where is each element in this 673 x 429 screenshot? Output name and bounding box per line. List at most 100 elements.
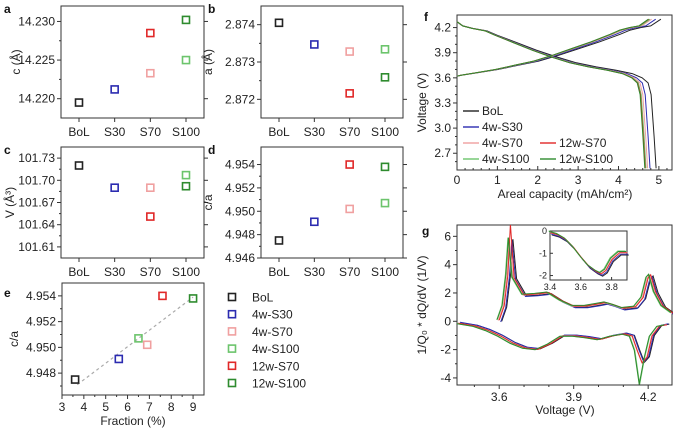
panel-b: b BoL S30 S70 S100 2.872 2.873 2.874 a (Å) xyxy=(200,2,407,139)
legend-marker xyxy=(227,361,237,371)
legend-label: 12w-S70 xyxy=(252,359,300,373)
x-tick-label: 3.9 xyxy=(565,390,582,404)
x-tick-label: 5 xyxy=(656,173,663,187)
legend-entry: BoL xyxy=(227,291,274,305)
panel-g: g 3.6 3.9 4.2 -4 -2 0 2 4 6 Voltage (V) 1/Q₀ * dQ/d… xyxy=(415,224,673,417)
panel-d: d BoL S30 S70 S100 4.946 4.948 4.950 4.952 4.954 c… xyxy=(201,143,407,279)
x-tick-label: S100 xyxy=(371,125,399,139)
y-tick-label: 4.952 xyxy=(26,315,56,329)
y-tick-label: 14.230 xyxy=(18,14,55,28)
inset-y-tick-label: -2 xyxy=(539,271,547,281)
plot-frame xyxy=(260,146,404,259)
data-point-4w-s30 xyxy=(310,217,319,227)
charge-curve-12w-s70 xyxy=(456,18,650,77)
x-tick-label: BoL xyxy=(268,265,290,279)
x-tick-label: S70 xyxy=(140,125,162,139)
x-tick-label: S30 xyxy=(104,265,126,279)
panel-label: a xyxy=(4,2,11,16)
panel-a: a BoL S30 S70 S100 14.220 14.225 14.230 c (Å) xyxy=(4,2,208,139)
x-tick-label: 5 xyxy=(102,400,109,414)
y-tick-label: 101.70 xyxy=(18,173,55,187)
y-tick-label: 2.872 xyxy=(225,92,255,106)
y-tick-label: 101.67 xyxy=(18,196,55,210)
x-tick-label: 0 xyxy=(454,173,461,187)
y-tick-label: 101.61 xyxy=(18,240,55,254)
panel-label: e xyxy=(4,286,11,300)
x-tick-label: 6 xyxy=(124,400,131,414)
legend-label: BoL xyxy=(482,104,504,118)
y-tick-label: 101.64 xyxy=(18,218,55,232)
charge-curve-4w-s30 xyxy=(456,18,656,77)
data-point-bol xyxy=(74,98,84,107)
x-axis-title: Voltage (V) xyxy=(535,403,594,417)
x-tick-label: S30 xyxy=(304,125,326,139)
inset: 3.4 3.6 3.8 0 -1 -2 xyxy=(539,226,629,292)
legend-entry: 4w-S70 xyxy=(463,136,523,150)
y-tick-label: 14.220 xyxy=(18,92,55,106)
inset-curve-4w-s30 xyxy=(551,233,629,276)
dqdv-discharge-12w-s70 xyxy=(458,322,668,364)
y-tick-label: 4.2 xyxy=(434,21,451,35)
x-tick-label: S30 xyxy=(304,265,326,279)
data-point-12w-s100 xyxy=(188,294,198,303)
data-point-bol xyxy=(274,236,284,245)
dqdv-discharge-bol xyxy=(460,322,670,364)
legend-label: 4w-S30 xyxy=(252,308,293,322)
x-tick-label: S100 xyxy=(371,265,399,279)
data-point-12w-s100 xyxy=(380,73,390,82)
legend-label: 12w-S70 xyxy=(559,136,607,150)
x-tick-label: BoL xyxy=(268,125,290,139)
dqdv-discharge-4w-s30 xyxy=(459,321,669,363)
x-tick-label: 8 xyxy=(168,400,175,414)
data-point-4w-s30 xyxy=(110,85,119,94)
panel-label: c xyxy=(4,143,11,157)
legend-label: BoL xyxy=(252,291,274,305)
x-tick-label: 7 xyxy=(146,400,153,414)
data-point-bol xyxy=(274,18,284,28)
x-tick-label: 4 xyxy=(615,173,622,187)
y-tick-label: -4 xyxy=(440,371,451,385)
x-tick-label: 2 xyxy=(534,173,541,187)
y-axis-title: c/a xyxy=(7,331,21,347)
y-tick-label: -2 xyxy=(440,343,451,357)
x-tick-label: S100 xyxy=(172,265,200,279)
x-tick-label: 3 xyxy=(59,400,66,414)
panel-label: d xyxy=(208,143,215,157)
curves xyxy=(457,225,673,385)
data-point-12w-s70 xyxy=(345,89,354,98)
legend-entry: 12w-S70 xyxy=(540,136,607,150)
data-point-4w-s100 xyxy=(380,45,390,54)
y-tick-label: 2 xyxy=(444,286,451,300)
data-point-4w-s30 xyxy=(310,40,319,49)
panel-f: f 0 1 2 3 4 5 2.7 3.0 3.3 3.6 3.9 4.2 Areal capacity … xyxy=(415,10,673,201)
data-point-12w-s100 xyxy=(181,15,191,25)
legend-entry: 4w-S70 xyxy=(227,325,293,339)
legend-marker xyxy=(227,309,237,319)
x-tick-label: 1 xyxy=(494,173,501,187)
legend-entry: 12w-S70 xyxy=(227,359,300,373)
legend-label: 4w-S70 xyxy=(482,136,523,150)
data-point-4w-s70 xyxy=(345,204,354,214)
inset-curve-12w-s100 xyxy=(548,230,627,274)
data-point-bol xyxy=(74,161,84,170)
legend-label: 12w-S100 xyxy=(559,152,613,166)
legend-label: 12w-S100 xyxy=(252,377,306,391)
data-point-12w-s70 xyxy=(146,212,155,221)
panel-e: e 3 4 5 6 7 8 9 4.948 4.950 4.952 4.954 Fraction (%)… xyxy=(4,282,205,428)
y-axis-title: c (Å) xyxy=(8,49,23,74)
charge-curve-4w-s100 xyxy=(456,18,651,77)
legend-entry: 12w-S100 xyxy=(540,152,613,166)
legend-entry: 4w-S30 xyxy=(463,120,523,134)
legend-label: 4w-S30 xyxy=(482,120,523,134)
plot-frame xyxy=(61,282,205,396)
y-tick-label: 4.948 xyxy=(225,228,255,242)
y-tick-label: 0 xyxy=(444,314,451,328)
legend-entry: 4w-S100 xyxy=(463,152,530,166)
y-tick-label: 3.0 xyxy=(434,121,451,135)
y-axis-title: c/a xyxy=(201,194,215,210)
y-tick-label: 4.950 xyxy=(225,204,255,218)
data-point-4w-s30 xyxy=(114,354,124,364)
inset-y-tick-label: -1 xyxy=(539,248,547,258)
y-tick-label: 4.954 xyxy=(26,289,56,303)
data-point-4w-s70 xyxy=(146,183,155,192)
